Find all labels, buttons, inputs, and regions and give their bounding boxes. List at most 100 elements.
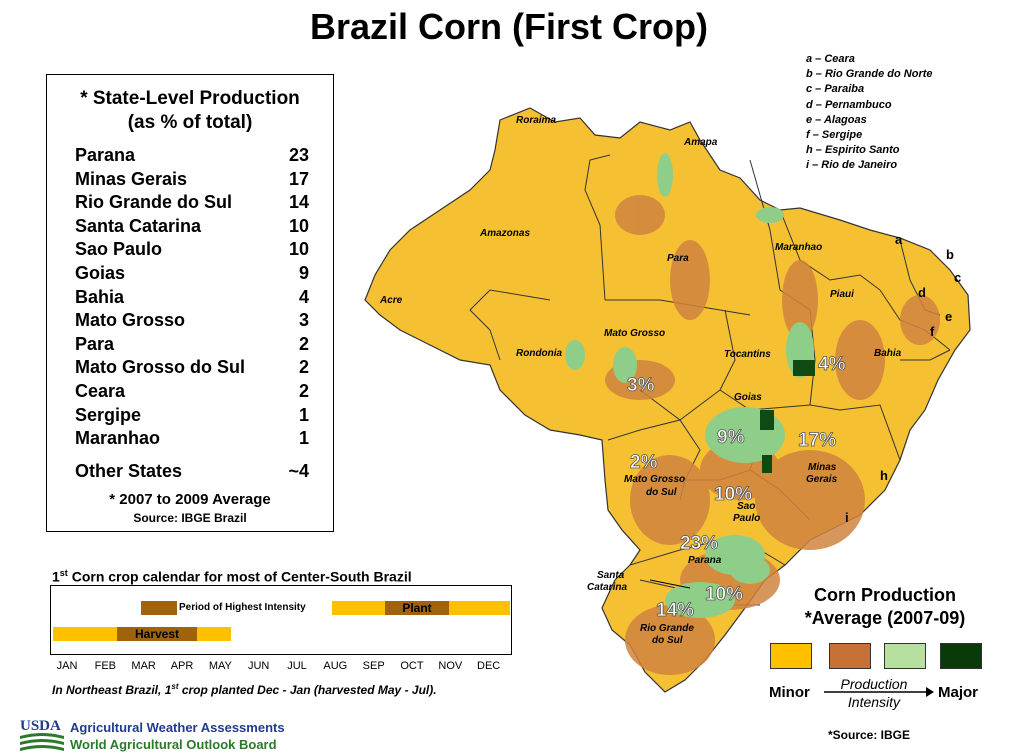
pct-rio-grande-do-sul: 14% (656, 600, 694, 621)
calendar-note-prefix: In Northeast Brazil, 1 (52, 683, 172, 697)
month-label: NOV (438, 660, 463, 672)
letter-i: i (845, 510, 849, 525)
intensity-legend-label: Period of Highest Intensity (179, 602, 306, 613)
plant-intensity-bar: Plant (385, 601, 449, 615)
abbreviation-item: a – Ceara (806, 53, 855, 65)
month-label: FEB (94, 660, 117, 672)
abbreviation-item: h – Espirito Santo (806, 144, 900, 157)
month-label: MAR (131, 660, 156, 672)
label-parana: Parana (688, 555, 722, 566)
production-source: Source: IBGE Brazil (133, 511, 247, 525)
calendar-title-sup: st (59, 568, 68, 578)
production-table: * State-Level Production (as % of total)… (46, 74, 334, 532)
label-bahia: Bahia (874, 348, 902, 359)
month-label: JUN (247, 660, 270, 672)
month-label: APR (170, 660, 194, 672)
letter-h: h (880, 468, 888, 483)
month-label: MAY (208, 660, 232, 672)
legend-title-line-1: Corn Production (814, 585, 956, 605)
calendar-note: In Northeast Brazil, 1st crop planted De… (52, 682, 437, 697)
row-state: Mato Grosso (75, 310, 186, 331)
row-state: Maranhao (75, 428, 161, 449)
pct-minas-gerais: 17% (798, 430, 836, 451)
crop-calendar: Period of Highest Intensity Plant Harves… (50, 585, 512, 655)
month-label: JAN (56, 660, 78, 672)
row-state: Minas Gerais (75, 168, 188, 189)
abbreviation-item: e – Alagoas (806, 113, 867, 126)
row-state: Para (75, 333, 115, 354)
row-state: Parana (75, 145, 136, 165)
abbreviation-item: d – Pernambuco (806, 98, 892, 111)
harvest-label: Harvest (134, 627, 180, 641)
row-state: Ceara (75, 381, 126, 401)
label-tocantins: Tocantins (724, 349, 771, 360)
row-value: 14 (288, 192, 309, 213)
pct-goias: 9% (717, 427, 745, 448)
santa-catarina-pointer (649, 579, 691, 589)
row-value: 10 (288, 215, 309, 236)
label-roraima: Roraima (516, 115, 556, 126)
pct-santa-catarina: 10% (705, 584, 743, 605)
month-label: DEC (477, 660, 501, 672)
label-rio-grande-do-sul-1: Rio Grande (640, 623, 694, 634)
pct-mato-grosso: 3% (627, 375, 655, 396)
legend-title-line-2: *Average (2007-09) (804, 608, 966, 628)
letter-a: a (895, 232, 903, 247)
map-high-intensity-areas (565, 153, 814, 618)
label-maranhao: Maranhao (775, 242, 822, 253)
legend-intensity-label: Production Intensity (822, 675, 926, 711)
letter-e: e (945, 309, 952, 324)
label-minas-gerais-2: Gerais (806, 474, 838, 485)
row-state: Other States (75, 461, 183, 481)
label-goias: Goias (734, 392, 762, 403)
label-amapa: Amapa (683, 137, 718, 148)
letter-b: b (946, 247, 954, 262)
label-para: Para (667, 253, 689, 264)
usda-logo-stripe-3 (20, 745, 64, 751)
legend-major-label: Major (938, 684, 979, 701)
state-abbreviation-list: a – Ceara b – Rio Grande do Norte c – Para… (806, 52, 933, 174)
row-value: 2 (298, 333, 309, 354)
label-santa-catarina-2: Catarina (587, 582, 627, 593)
heading-line-2: (as % of total) (127, 112, 253, 133)
row-value: 2 (298, 381, 309, 401)
production-table-heading: * State-Level Production (as % of total) (47, 87, 333, 135)
legend-title: Corn Production *Average (2007-09) (770, 584, 1000, 630)
production-note: * 2007 to 2009 Average (109, 491, 271, 508)
month-label: SEP (362, 660, 385, 672)
letter-d: d (918, 285, 926, 300)
row-state: Santa Catarina (75, 215, 202, 236)
label-mato-grosso: Mato Grosso (604, 328, 665, 339)
calendar-title-prefix: 1 (52, 568, 60, 585)
usda-logo-stripe-1 (20, 733, 64, 739)
label-sao-paulo-2: Paulo (733, 513, 760, 524)
map-major-areas (760, 360, 815, 473)
abbreviation-item: b – Rio Grande do Norte (806, 68, 933, 81)
label-santa-catarina-1: Santa (597, 570, 625, 581)
usda-logo: USDA (20, 718, 64, 751)
legend-intensity-line-1: Production (840, 676, 908, 692)
intensity-legend-swatch (141, 601, 177, 615)
letter-f: f (930, 324, 935, 339)
abbreviation-item: f – Sergipe (806, 129, 863, 142)
pct-parana: 23% (680, 533, 718, 554)
row-value: 3 (298, 310, 309, 331)
calendar-note-rest: crop planted Dec - Jan (harvested May - … (178, 683, 437, 697)
heading-line-1: * State-Level Production (80, 88, 300, 109)
row-state: Goias (75, 263, 126, 283)
usda-logo-stripe-2 (20, 739, 64, 745)
pct-bahia: 4% (818, 354, 846, 375)
row-value: 10 (288, 239, 309, 260)
harvest-intensity-bar: Harvest (117, 627, 197, 641)
label-acre: Acre (379, 295, 403, 306)
legend-swatch-minor (770, 643, 812, 669)
pct-sao-paulo: 10% (714, 484, 752, 505)
label-rondonia: Rondonia (516, 348, 563, 359)
pct-mato-grosso-do-sul: 2% (630, 452, 658, 473)
row-value: 1 (298, 428, 309, 449)
legend-intensity-line-2: Intensity (847, 694, 901, 710)
row-state: Sao Paulo (75, 239, 163, 260)
legend-arrow (824, 687, 934, 697)
legend-arrow-head (926, 687, 934, 697)
brazil-map: Roraima Amapa Amazonas Para Maranhao Pia… (364, 107, 971, 693)
